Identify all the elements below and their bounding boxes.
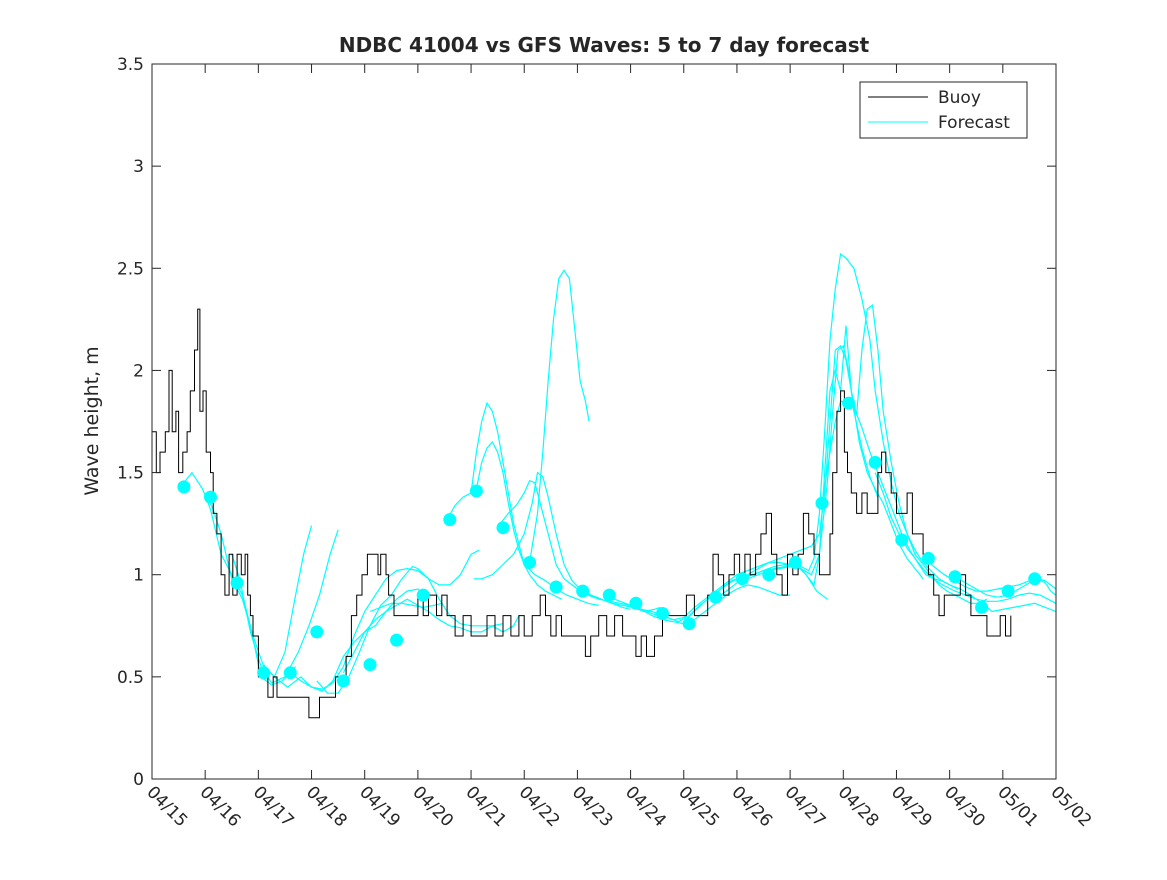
- y-tick-label: 1: [133, 566, 144, 586]
- forecast-marker-5: [283, 666, 297, 680]
- axes-box: [151, 63, 1057, 780]
- forecast-line-5: [289, 549, 480, 690]
- forecast-line-17: [685, 344, 924, 621]
- forecast-marker-1: [177, 480, 191, 494]
- forecast-marker-2: [204, 490, 217, 504]
- forecast-marker-28: [895, 533, 909, 547]
- y-tick-label: 2: [133, 361, 144, 381]
- legend-label-forecast: Forecast: [938, 113, 1010, 133]
- forecast-marker-19: [656, 607, 669, 620]
- y-tick-label: 0.5: [117, 668, 144, 688]
- forecast-marker-25: [815, 496, 829, 510]
- forecast-line-8: [369, 602, 442, 613]
- forecast-marker-4: [257, 666, 271, 680]
- forecast-line-4: [263, 588, 427, 692]
- forecast-line-12: [473, 471, 661, 613]
- y-tick-label: 3: [133, 157, 144, 177]
- forecast-marker-26: [842, 396, 856, 410]
- forecast-marker-14: [523, 556, 537, 569]
- forecast-marker-22: [735, 572, 749, 586]
- y-tick-label: 1.5: [117, 464, 144, 484]
- legend-box: [859, 81, 1028, 139]
- forecast-marker-11: [443, 513, 457, 527]
- y-tick-label: 3.5: [117, 55, 144, 75]
- y-axis: 0 0.5 1 1.5 2 2.5 3 3.5: [117, 55, 1056, 790]
- forecast-marker-13: [496, 521, 510, 535]
- forecast-marker-24: [788, 556, 802, 569]
- forecast-marker-29: [921, 551, 935, 565]
- forecast-marker-33: [1028, 572, 1042, 586]
- forecast-marker-27: [868, 455, 882, 469]
- forecast-line-6: [316, 565, 520, 694]
- forecast-marker-21: [709, 590, 723, 604]
- forecast-marker-15: [549, 580, 563, 594]
- y-tick-label: 2.5: [117, 259, 144, 279]
- forecast-line-22: [925, 557, 1057, 596]
- forecast-marker-7: [336, 674, 350, 688]
- series-layer: [152, 252, 1057, 719]
- forecast-marker-3: [230, 576, 244, 590]
- forecast-marker-17: [602, 588, 616, 602]
- axes-layer: [151, 63, 1057, 780]
- forecast-line-16: [630, 344, 879, 621]
- forecast-marker-8: [363, 658, 377, 672]
- forecast-line-3: [231, 529, 339, 684]
- forecast-marker-23: [762, 568, 776, 582]
- legend: Buoy Forecast: [859, 81, 1028, 139]
- forecast-line-10: [475, 440, 599, 606]
- chart-title: NDBC 41004 vs GFS Waves: 5 to 7 day fore…: [339, 33, 870, 57]
- forecast-marker-18: [629, 596, 643, 610]
- y-axis-label: Wave height, m: [81, 346, 103, 495]
- forecast-marker-9: [390, 633, 404, 647]
- plot-area: [152, 64, 1056, 779]
- forecast-marker-6: [310, 625, 324, 639]
- forecast-marker-10: [416, 588, 430, 602]
- forecast-marker-12: [469, 484, 483, 498]
- forecast-line-19: [742, 303, 988, 604]
- forecast-marker-30: [948, 570, 962, 584]
- legend-label-buoy: Buoy: [938, 88, 981, 108]
- y-tick-label: 0: [133, 770, 144, 790]
- forecast-marker-20: [682, 617, 696, 631]
- forecast-line-13: [529, 269, 590, 563]
- forecast-marker-32: [1001, 584, 1015, 598]
- forecast-marker-16: [576, 584, 590, 598]
- forecast-marker-31: [975, 600, 989, 614]
- buoy-line: [152, 308, 1012, 719]
